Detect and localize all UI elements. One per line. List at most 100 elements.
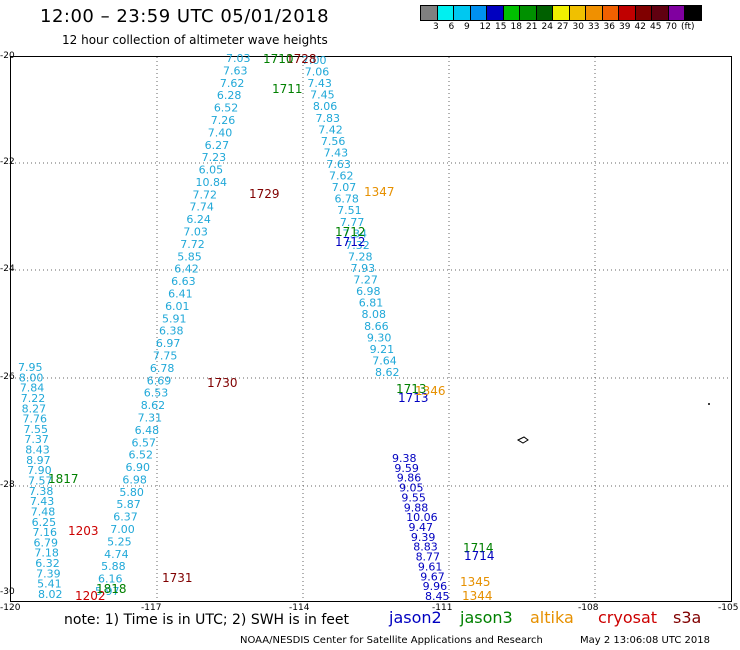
wave-height-value: 7.06: [305, 66, 330, 79]
wave-height-value: 7.55: [23, 423, 47, 436]
wave-height-value: 7.03: [226, 52, 251, 65]
island-dot: [708, 403, 710, 405]
track-time-label: 1714: [463, 541, 494, 555]
wave-height-value: 7.43: [307, 77, 332, 90]
wave-height-value: 7.77: [340, 216, 365, 229]
wave-height-value: 7.84: [20, 382, 45, 395]
wave-height-value: 9.88: [404, 501, 429, 514]
wave-height-value: 6.52: [214, 102, 239, 115]
wave-height-value: 7.26: [211, 114, 236, 127]
wave-height-value: 6.90: [125, 461, 150, 474]
wave-height-value: 6.48: [135, 424, 160, 437]
legend-tick-label: 30: [572, 22, 584, 32]
y-axis-label: -30: [0, 587, 15, 597]
x-axis-label: -114: [289, 603, 310, 613]
wave-height-value: 6.78: [150, 362, 175, 375]
wave-height-value: 6.25: [32, 516, 57, 529]
wave-height-value: 7.00: [302, 54, 327, 67]
track-time-label: 1710: [263, 52, 294, 66]
wave-height-value: 7.72: [192, 188, 217, 201]
wave-height-value: 6.16: [98, 573, 123, 586]
track-time-label: 1728: [286, 52, 317, 66]
wave-height-value: 6.42: [174, 263, 199, 276]
satellite-legend-altika: altika: [530, 608, 574, 627]
track-time-label: 1817: [48, 472, 79, 486]
wave-height-value: 7.00: [110, 523, 135, 536]
wave-height-value: 5.91: [162, 312, 187, 325]
map-plot-area: [10, 56, 732, 602]
footer-timestamp: May 2 13:06:08 UTC 2018: [580, 635, 710, 646]
legend-tick-label: 3: [433, 22, 439, 32]
track-time-label: 1818: [96, 582, 127, 596]
wave-height-value: 7.18: [34, 547, 59, 560]
wave-height-value: 7.42: [318, 123, 343, 136]
wave-height-value: 7.83: [316, 112, 341, 125]
y-axis-label: -28: [0, 480, 15, 490]
wave-height-value: 7.28: [348, 250, 373, 263]
wave-height-value: 9.30: [367, 331, 392, 344]
wave-height-value: 7.03: [183, 226, 208, 239]
wave-height-value: 6.63: [171, 275, 196, 288]
footer-note: note: 1) Time is in UTC; 2) SWH is in fe…: [64, 612, 350, 628]
wave-height-value: 5.41: [37, 578, 62, 591]
wave-height-value: 7.74: [189, 201, 214, 214]
wave-height-value: 10.84: [196, 176, 228, 189]
wave-height-value: 7.34: [343, 227, 368, 240]
track-time-label: 1346: [415, 384, 446, 398]
legend-tick-label: 42: [634, 22, 646, 32]
wave-height-value: 7.56: [321, 135, 346, 148]
wave-height-value: 7.72: [180, 238, 205, 251]
legend-tick-label: (ft): [681, 22, 695, 32]
wave-height-value: 7.27: [353, 274, 378, 287]
wave-height-value: 7.31: [138, 411, 163, 424]
wave-height-value: 4.74: [104, 548, 128, 561]
wave-height-value: 9.67: [420, 570, 445, 583]
wave-height-value: 5.87: [116, 498, 141, 511]
island-outline: [516, 436, 529, 444]
x-axis-label: -105: [718, 603, 739, 613]
wave-height-value: 7.43: [324, 146, 349, 159]
track-time-label: 1347: [364, 185, 395, 199]
legend-tick-label: 12: [479, 22, 491, 32]
wave-height-value: 7.37: [24, 433, 49, 446]
track-time-label: 1345: [460, 575, 491, 589]
legend-tick-label: 21: [526, 22, 538, 32]
map-title: 12:00 – 23:59 UTC 05/01/2018: [40, 6, 330, 27]
wave-height-value: 7.93: [351, 262, 376, 275]
wave-height-value: 9.61: [418, 560, 443, 573]
wave-height-value: 8.45: [425, 590, 450, 603]
satellite-legend-jason3: jason3: [460, 608, 513, 627]
wave-height-value: 6.52: [129, 449, 154, 462]
wave-height-value: 7.64: [372, 354, 397, 367]
wave-height-value: 7.38: [29, 485, 53, 498]
track-time-label: 1713: [396, 382, 427, 396]
wave-height-value: 6.24: [186, 213, 211, 226]
wave-height-value: 8.66: [364, 320, 389, 333]
wave-height-value: 7.90: [27, 464, 52, 477]
y-axis-label: -22: [0, 157, 15, 167]
wave-height-value: 8.62: [375, 366, 400, 379]
wave-height-value: 7.75: [153, 349, 178, 362]
wave-height-value: 8.43: [25, 444, 50, 457]
wave-height-value: 9.39: [411, 531, 436, 544]
wave-height-value: 6.57: [132, 436, 157, 449]
wave-height-value: 7.39: [36, 567, 61, 580]
wave-height-value: 7.57: [28, 475, 53, 488]
wave-height-value: 8.62: [141, 399, 166, 412]
track-time-label: 1714: [464, 549, 495, 563]
wave-height-value: 7.32: [345, 239, 370, 252]
footer-credit: NOAA/NESDIS Center for Satellite Applica…: [240, 635, 543, 646]
wave-height-value: 6.32: [35, 557, 60, 570]
wave-height-value: 7.63: [326, 158, 351, 171]
satellite-legend-s3a: s3a: [673, 608, 702, 627]
wave-height-value: 9.86: [397, 472, 422, 485]
wave-height-value: 9.96: [423, 580, 448, 593]
wave-height-value: 6.78: [334, 193, 359, 206]
map-subtitle: 12 hour collection of altimeter wave hei…: [62, 33, 328, 47]
wave-height-value: 7.16: [33, 526, 58, 539]
wave-height-value: 9.55: [401, 491, 426, 504]
wave-height-value: 7.62: [220, 77, 245, 90]
wave-height-value: 7.48: [31, 505, 56, 518]
wave-height-value: 6.79: [33, 536, 58, 549]
wave-height-value: 10.06: [406, 511, 438, 524]
